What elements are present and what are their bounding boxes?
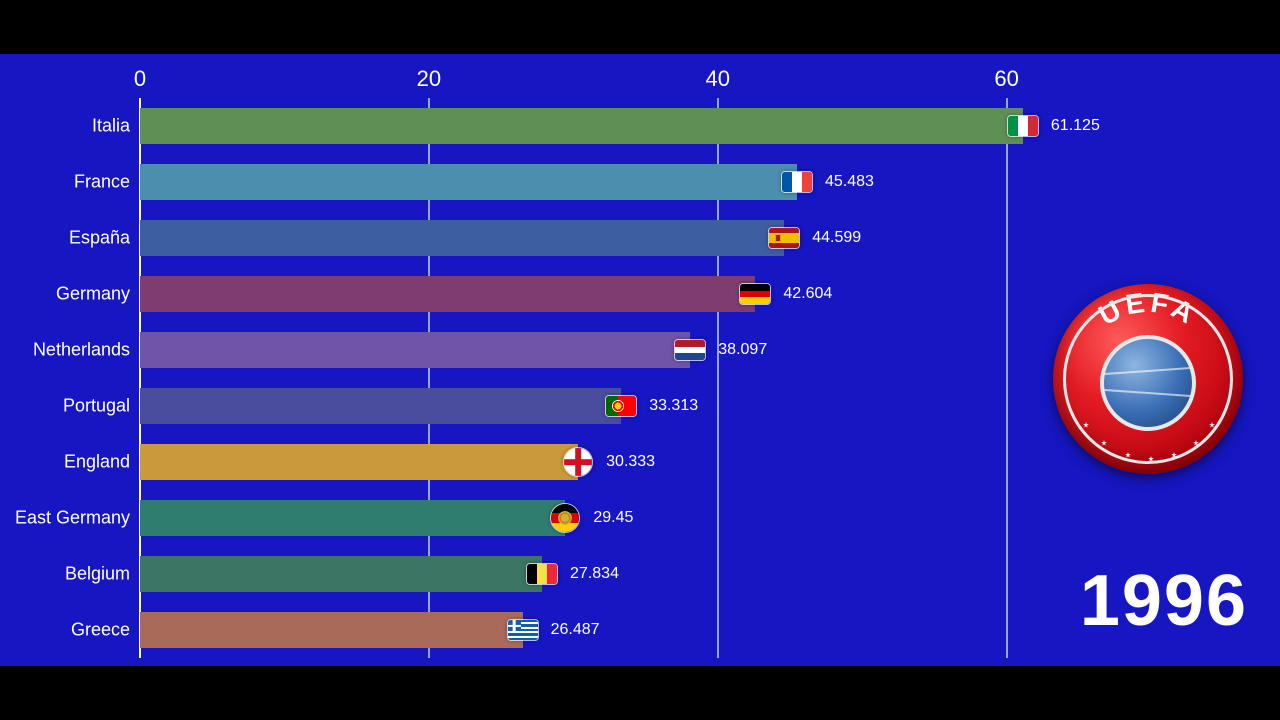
flag-icon	[563, 447, 593, 477]
year-label: 1996	[1080, 560, 1248, 642]
country-label: France	[0, 172, 130, 193]
bars-container: Italia 61.125 France 45.483 España 44.599 G…	[140, 98, 1050, 658]
bar-row: Greece26.487	[140, 612, 1050, 648]
bar-row: España 44.599	[140, 220, 1050, 256]
gridline	[1006, 98, 1008, 658]
country-label: Netherlands	[0, 340, 130, 361]
flag-icon	[781, 171, 813, 193]
bar	[140, 444, 578, 480]
country-label: Belgium	[0, 564, 130, 585]
flag-icon	[1007, 115, 1039, 137]
value-label: 38.097	[718, 341, 767, 359]
axis-tick-label: 20	[417, 66, 441, 92]
value-label: 29.45	[593, 509, 633, 527]
bar	[140, 500, 565, 536]
country-label: España	[0, 228, 130, 249]
bar-row: Belgium 27.834	[140, 556, 1050, 592]
flag-icon	[768, 227, 800, 249]
country-label: Germany	[0, 284, 130, 305]
uefa-globe-icon	[1100, 335, 1196, 431]
value-label: 26.487	[551, 621, 600, 639]
bar	[140, 164, 797, 200]
bar	[140, 220, 784, 256]
value-label: 45.483	[825, 173, 874, 191]
country-label: East Germany	[0, 508, 130, 529]
bar	[140, 108, 1023, 144]
chart-stage: 0 20 40 60 Italia 61.125 France 45.483 España…	[0, 54, 1280, 666]
axis-tick-label: 60	[994, 66, 1018, 92]
value-label: 30.333	[606, 453, 655, 471]
x-axis: 0204060	[140, 62, 1050, 98]
axis-tick-label: 0	[134, 66, 146, 92]
bar	[140, 612, 523, 648]
bar	[140, 332, 690, 368]
bar-row: England 30.333	[140, 444, 1050, 480]
bar-row: France 45.483	[140, 164, 1050, 200]
plot-area: Italia 61.125 France 45.483 España 44.599 G…	[140, 98, 1050, 658]
bar-row: Netherlands 38.097	[140, 332, 1050, 368]
value-label: 42.604	[783, 285, 832, 303]
flag-icon	[507, 619, 539, 641]
country-label: Italia	[0, 116, 130, 137]
flag-icon	[526, 563, 558, 585]
value-label: 61.125	[1051, 117, 1100, 135]
bar-row: Italia 61.125	[140, 108, 1050, 144]
axis-tick-label: 40	[706, 66, 730, 92]
bar-row: Portugal 33.313	[140, 388, 1050, 424]
bar	[140, 388, 621, 424]
country-label: Portugal	[0, 396, 130, 417]
value-label: 44.599	[812, 229, 861, 247]
country-label: Greece	[0, 620, 130, 641]
bar-row: Germany 42.604	[140, 276, 1050, 312]
value-label: 33.313	[649, 397, 698, 415]
flag-icon	[605, 395, 637, 417]
bar-chart: 0 20 40 60 Italia 61.125 France 45.483 España…	[0, 62, 1050, 658]
flag-icon	[739, 283, 771, 305]
bar-row: East Germany 29.45	[140, 500, 1050, 536]
uefa-logo: UEFA	[1048, 284, 1248, 474]
country-label: England	[0, 452, 130, 473]
flag-icon	[550, 503, 580, 533]
bar	[140, 276, 755, 312]
bar	[140, 556, 542, 592]
flag-icon	[674, 339, 706, 361]
value-label: 27.834	[570, 565, 619, 583]
